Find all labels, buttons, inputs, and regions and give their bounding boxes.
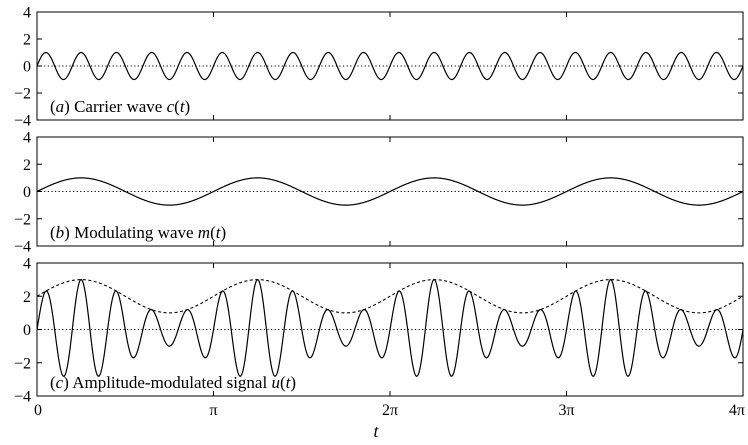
x-tick-label: π [209, 402, 217, 419]
panel-label: (b) Modulating wave m(t) [50, 223, 226, 242]
panel-label-part: ) [220, 223, 226, 242]
panel-label-part: t [216, 223, 222, 242]
panel-label-part: u [271, 373, 280, 392]
y-tick-label: 0 [23, 322, 31, 339]
y-tick-label: −4 [14, 389, 31, 406]
y-tick-label: 4 [23, 256, 31, 273]
y-tick-label: 4 [23, 130, 31, 147]
panel-label-part: a [56, 97, 65, 116]
y-tick-label: 0 [23, 59, 31, 76]
y-tick-label: 4 [23, 5, 31, 22]
panel-label: (a) Carrier wave c(t) [50, 97, 190, 116]
panel-label: (c) Amplitude-modulated signal u(t) [50, 373, 296, 392]
series-line [36, 279, 744, 377]
panel-label-part: t [286, 373, 292, 392]
y-tick-label: −2 [14, 86, 31, 103]
panel-label-part: ( [50, 223, 56, 242]
panel-label-part: ( [174, 97, 180, 116]
panel-label-part: t [180, 97, 186, 116]
y-tick-label: −4 [14, 239, 31, 256]
panel-label-part: m [198, 223, 210, 242]
panel-label-part: ) [185, 97, 191, 116]
x-tick-label: 2π [382, 402, 398, 419]
x-tick-label: 4π [729, 402, 745, 419]
y-tick-label: −2 [14, 211, 31, 228]
panel-label-part: ( [280, 373, 286, 392]
panel-label-part: ( [50, 97, 56, 116]
panel-b: 420−2−4(b) Modulating wave m(t) [14, 130, 744, 256]
x-axis-label: t [373, 421, 379, 441]
panel-label-part: ) Amplitude-modulated signal [63, 373, 271, 392]
panel-label-part: c [167, 97, 175, 116]
panel-label-part: ) Modulating wave [64, 223, 198, 242]
panel-label-part: ) Carrier wave [64, 97, 166, 116]
x-tick-label: 3π [558, 402, 574, 419]
panel-c: 420−2−40 π 2π 3π 4πt(c) Amplitude-modulated … [14, 256, 745, 442]
y-tick-label: −2 [14, 355, 31, 372]
panel-a: 420−2−4(a) Carrier wave c(t) [14, 5, 744, 130]
y-tick-label: 0 [23, 184, 31, 201]
y-tick-label: 2 [23, 157, 31, 174]
x-tick-label: 0 [34, 402, 42, 419]
panel-label-part: ( [210, 223, 216, 242]
panel-label-part: c [56, 373, 64, 392]
y-tick-label: 2 [23, 289, 31, 306]
panel-label-part: ( [50, 373, 56, 392]
panel-label-part: b [56, 223, 65, 242]
panel-label-part: ) [290, 373, 296, 392]
y-tick-label: −4 [14, 113, 31, 130]
y-tick-label: 2 [23, 32, 31, 49]
envelope-line [36, 279, 744, 314]
